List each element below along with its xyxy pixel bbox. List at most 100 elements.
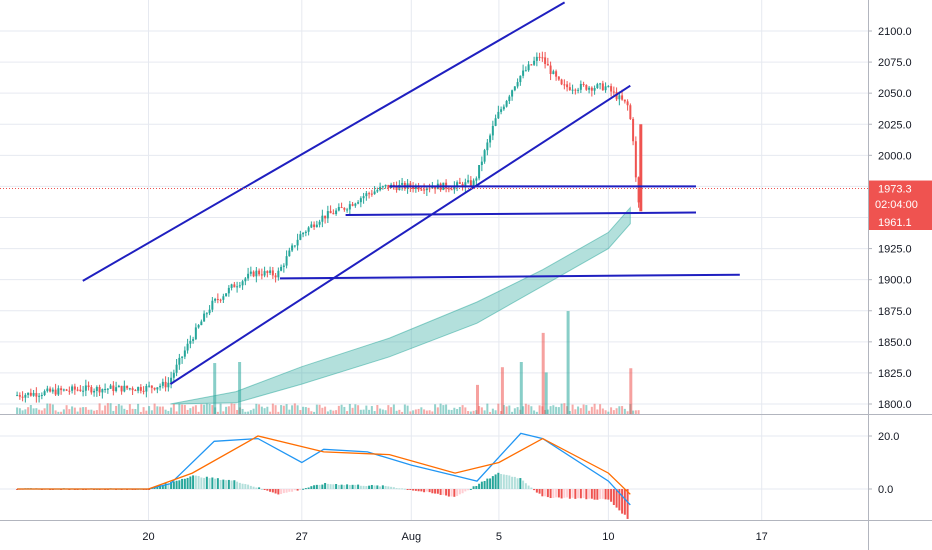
volume-bar: [310, 411, 313, 414]
y-tick-label: 2050.0: [878, 88, 912, 100]
candle-body: [90, 387, 93, 393]
macd-histogram-bar: [560, 489, 563, 499]
macd-histogram-bar: [211, 477, 214, 489]
volume-bar: [599, 404, 602, 414]
candle-body: [71, 386, 74, 391]
candle-body: [35, 393, 38, 397]
candle-body: [178, 357, 181, 365]
volume-bar: [65, 405, 68, 414]
candle-body: [409, 183, 412, 188]
macd-histogram-bar: [588, 489, 591, 499]
candle-body: [274, 275, 277, 278]
candle-body: [343, 207, 346, 210]
volume-bar: [585, 405, 588, 414]
candle-body: [373, 191, 376, 195]
volume-bar: [68, 409, 71, 414]
macd-histogram-bar: [428, 489, 431, 493]
candle-body: [472, 180, 475, 186]
candle-body: [161, 381, 164, 386]
volume-bar: [271, 403, 274, 414]
volume-bar: [115, 405, 118, 414]
price-axis[interactable]: 2100.02075.02050.02025.02000.01975.01950…: [868, 26, 912, 496]
y-tick-label: 1825.0: [878, 368, 912, 380]
candle-body: [76, 389, 79, 391]
volume-bar: [106, 403, 109, 414]
volume-bar: [458, 406, 461, 414]
countdown-label: 02:04:00: [875, 199, 918, 211]
volume-bar: [161, 406, 164, 414]
volume-spike: [566, 311, 570, 414]
macd-histogram-bar: [296, 489, 299, 491]
candle-body: [513, 86, 516, 91]
volume-bar: [255, 403, 258, 414]
volume-bar: [150, 410, 153, 414]
trend-line[interactable]: [82, 1, 566, 282]
candle-body: [258, 270, 261, 275]
volume-bar: [73, 407, 76, 414]
macd-histogram-bar: [277, 489, 280, 495]
trend-line[interactable]: [279, 273, 740, 280]
macd-histogram-bar: [412, 489, 415, 491]
macd-histogram-bar: [203, 477, 206, 489]
candle-body: [516, 82, 519, 87]
trend-line[interactable]: [345, 211, 697, 217]
candle-body: [370, 193, 373, 195]
candle-body: [505, 100, 508, 107]
volume-bar: [131, 408, 134, 414]
y-tick-label: 1800.0: [878, 399, 912, 411]
time-axis[interactable]: 20 27 Aug 5 10 17: [142, 531, 767, 543]
volume-bar: [549, 406, 552, 414]
volume-bar: [480, 407, 483, 414]
volume-bar: [167, 410, 170, 414]
macd-histogram-bar: [167, 483, 170, 489]
volume-bar: [205, 403, 208, 414]
candle-body: [621, 95, 624, 100]
macd-histogram-bar: [304, 488, 307, 490]
macd-histogram-bar: [483, 480, 486, 489]
candle-body: [285, 256, 288, 266]
macd-histogram-bar: [214, 478, 217, 489]
volume-bar: [568, 411, 571, 414]
candle-body: [590, 87, 593, 91]
volume-bar: [343, 406, 346, 414]
volume-bar: [486, 403, 489, 414]
volume-bar: [359, 409, 362, 414]
candle-body: [104, 388, 107, 390]
candle-body: [68, 390, 71, 392]
macd-histogram-bar: [566, 489, 569, 498]
volume-bar: [62, 409, 65, 414]
candle-body: [16, 395, 19, 397]
volume-bar: [90, 409, 93, 414]
volume-bar: [71, 406, 74, 414]
volume-bar: [607, 411, 610, 414]
macd-histogram-bar: [230, 480, 233, 489]
trend-line[interactable]: [169, 84, 631, 385]
volume-bar: [513, 408, 516, 414]
candle-body: [497, 111, 500, 119]
candle-body: [18, 395, 21, 397]
macd-histogram-bar: [376, 485, 379, 489]
volume-bar: [447, 409, 450, 414]
candle-body: [549, 65, 552, 74]
candle-body: [431, 187, 434, 189]
macd-histogram-bar: [271, 489, 274, 493]
volume-bar: [478, 406, 481, 414]
volume-bar: [170, 407, 173, 414]
candle-body: [318, 221, 321, 225]
volume-bar: [439, 403, 442, 414]
candle-body: [596, 84, 599, 89]
candle-body: [368, 193, 371, 195]
candle-body: [450, 189, 453, 191]
candle-body: [634, 141, 637, 178]
volume-bar: [274, 405, 277, 414]
candle-body: [527, 64, 530, 71]
volume-bar: [538, 405, 541, 414]
candle-body: [458, 182, 461, 184]
candle-body: [384, 184, 387, 187]
volume-bar: [381, 409, 384, 414]
macd-histogram-bar: [351, 484, 354, 489]
volume-bar: [156, 406, 159, 414]
trend-lines[interactable]: [0, 1, 868, 385]
candle-body: [192, 339, 195, 341]
